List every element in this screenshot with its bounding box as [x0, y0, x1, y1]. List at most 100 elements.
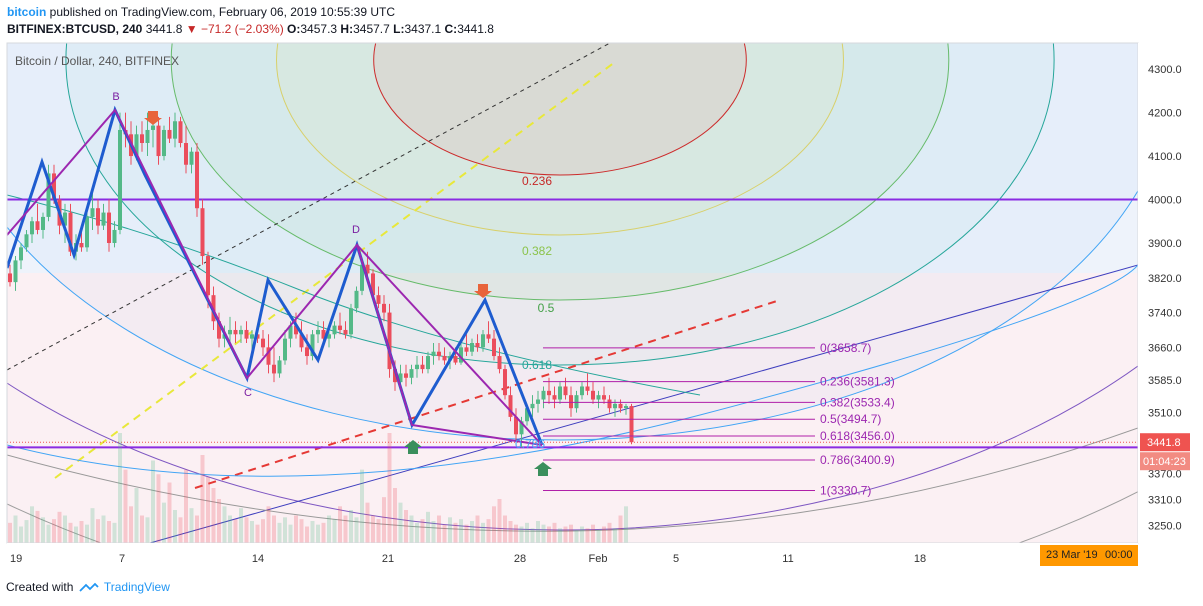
volume-bar — [442, 524, 447, 543]
volume-bar — [316, 524, 320, 543]
candle-body — [404, 373, 408, 378]
candle-body — [63, 212, 67, 226]
volume-bar — [200, 455, 205, 543]
candle-body — [299, 334, 304, 348]
volume-bar — [585, 528, 590, 543]
volume-bar — [57, 511, 62, 543]
volume-bar — [294, 515, 298, 543]
candle-body — [624, 406, 628, 409]
pattern-point-label: B — [112, 91, 119, 103]
volume-bar — [382, 497, 386, 543]
volume-bar — [261, 519, 265, 543]
candle-body — [266, 347, 271, 365]
chart-header: bitcoin published on TradingView.com, Fe… — [0, 0, 1203, 42]
volume-bar — [563, 526, 568, 543]
volume-bar — [558, 528, 562, 543]
high-value: 3457.7 — [353, 22, 390, 36]
volume-bar — [8, 522, 12, 543]
price-chart[interactable]: 0.236 0.382 0.5 0.618 0.786 B C D 0(3658.7) 0.236… — [0, 0, 1203, 580]
candle-body — [178, 121, 183, 143]
candle-body — [426, 356, 430, 370]
volume-bar — [228, 515, 232, 543]
candle-body — [261, 338, 265, 348]
sell-arrow-icon — [144, 111, 162, 125]
price-tick-label: 3370.0 — [1148, 468, 1182, 480]
volume-bar — [310, 521, 315, 543]
volume-bar — [552, 522, 557, 543]
volume-bar — [19, 526, 23, 543]
volume-bar — [420, 519, 425, 543]
low-label: L: — [393, 22, 405, 36]
volume-bar — [13, 515, 18, 543]
volume-bar — [393, 488, 397, 543]
volume-bar — [426, 511, 430, 543]
volume-bar — [151, 460, 155, 543]
candle-body — [382, 303, 386, 313]
candle-body — [338, 325, 342, 330]
volume-bar — [96, 519, 100, 543]
candle-body — [288, 325, 293, 339]
volume-bar — [398, 502, 403, 543]
low-value: 3437.1 — [404, 22, 442, 36]
candle-body — [459, 347, 463, 363]
fib-circle — [7, 365, 1138, 531]
price-tick-label: 3510.0 — [1148, 408, 1182, 420]
candle-body — [233, 329, 238, 335]
volume-bar — [415, 522, 419, 543]
price-axis[interactable]: 3250.0 3310.0 3370.0 3510.0 3585.0 3660.0 3740… — [1138, 43, 1203, 543]
candle-body — [255, 334, 260, 339]
publisher-name[interactable]: bitcoin — [7, 5, 47, 19]
volume-bar — [618, 515, 623, 543]
candle-body — [30, 221, 34, 235]
volume-bar — [217, 499, 221, 543]
volume-bar — [354, 517, 359, 543]
volume-bar — [79, 521, 84, 543]
candle-body — [349, 308, 353, 335]
candle-body — [547, 390, 551, 396]
volume-bar — [332, 519, 337, 543]
volume-bar — [173, 510, 177, 543]
candle-body — [360, 264, 364, 291]
candle-body — [503, 369, 507, 396]
volume-bar — [233, 519, 238, 543]
fib-level-label: 0.382(3533.4) — [820, 395, 895, 409]
price-tick-label: 3900.0 — [1148, 238, 1182, 250]
price-tick-label: 4000.0 — [1148, 195, 1182, 207]
volume-bar — [409, 515, 414, 543]
candle-body — [316, 329, 320, 335]
moving-average — [7, 194, 701, 396]
candle-body — [415, 364, 419, 370]
candle-body — [145, 129, 150, 143]
volume-bar — [35, 510, 40, 543]
volume-bar — [547, 526, 551, 543]
volume-bar — [129, 506, 133, 543]
tradingview-brand[interactable]: TradingView — [103, 580, 170, 594]
candle-body — [327, 334, 331, 339]
volume-bar — [503, 515, 507, 543]
candle-body — [24, 234, 29, 248]
current-price-label: 3441.8 — [1147, 437, 1181, 449]
arc-line — [7, 427, 1138, 532]
volume-bar — [305, 526, 309, 543]
volume-bar — [288, 524, 293, 543]
volume-bar — [118, 433, 122, 543]
volume-bar — [321, 522, 326, 543]
volume-bar — [184, 469, 188, 543]
fib-circle-label: 0.786 — [515, 437, 545, 451]
symbol-name: BITFINEX:BTCUSD, 240 — [7, 22, 143, 36]
candle-body — [613, 403, 617, 409]
chart-annotations: 0.236 0.382 0.5 0.618 0.786 B C D 0(3658.7) 0.236… — [112, 91, 894, 498]
volume-bar — [530, 528, 535, 543]
volume-bar — [272, 515, 276, 543]
volume-bar — [470, 521, 474, 543]
candle-body — [580, 386, 584, 396]
candle-body — [272, 364, 276, 374]
candle-body — [475, 343, 480, 348]
candle-body — [46, 173, 51, 217]
candle-body — [244, 329, 249, 339]
candle-body — [585, 386, 590, 391]
volume-bar — [580, 526, 584, 543]
candle-body — [607, 399, 612, 409]
candle-body — [283, 338, 287, 361]
